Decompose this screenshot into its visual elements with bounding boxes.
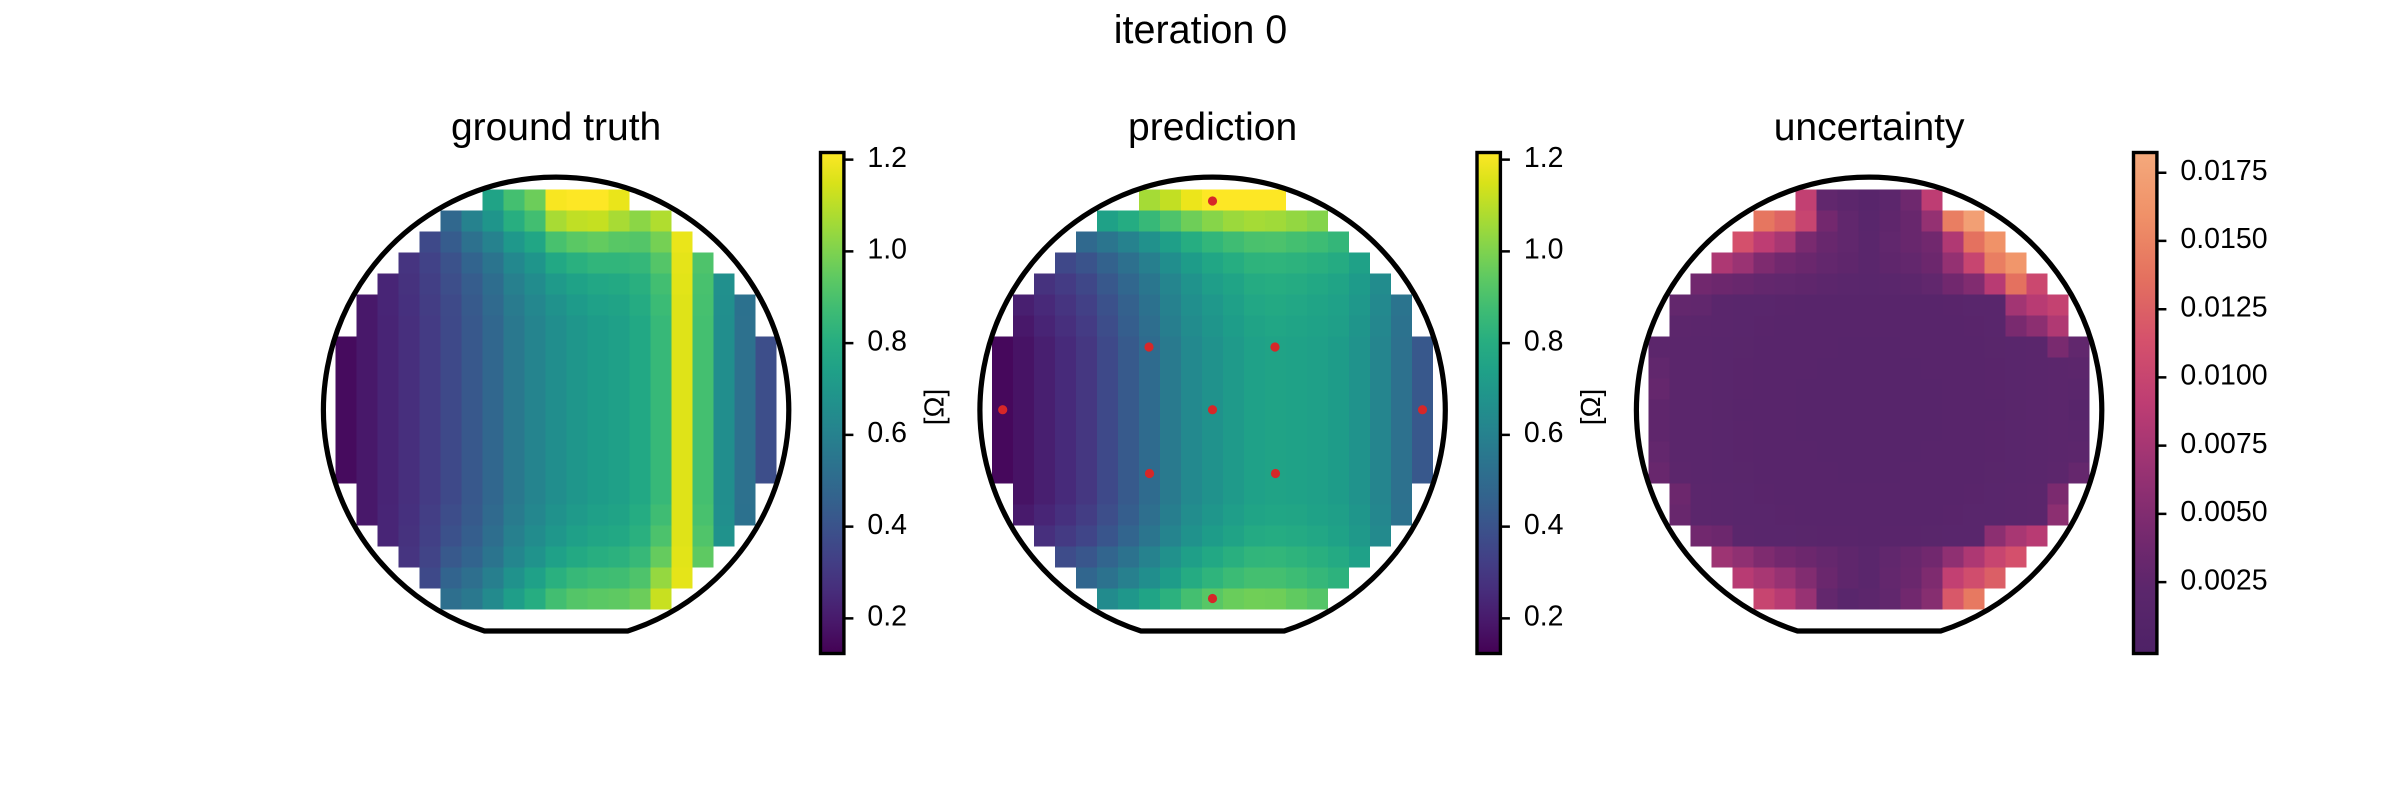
- svg-text:prediction: prediction: [1128, 106, 1297, 149]
- svg-text:1.2: 1.2: [1524, 142, 1564, 174]
- svg-text:uncertainty: uncertainty: [1774, 106, 1965, 149]
- svg-text:0.0025: 0.0025: [2180, 564, 2267, 596]
- svg-text:0.0050: 0.0050: [2180, 496, 2267, 528]
- svg-text:0.2: 0.2: [1524, 601, 1564, 633]
- svg-text:0.0175: 0.0175: [2180, 155, 2267, 187]
- svg-text:0.4: 0.4: [1524, 509, 1564, 541]
- svg-text:0.0100: 0.0100: [2180, 360, 2267, 392]
- svg-text:0.8: 0.8: [867, 325, 907, 357]
- svg-text:[Ω]: [Ω]: [1575, 389, 1606, 426]
- svg-text:1.0: 1.0: [1524, 234, 1564, 266]
- svg-text:0.0075: 0.0075: [2180, 428, 2267, 460]
- svg-text:iteration 0: iteration 0: [1114, 8, 1287, 52]
- svg-text:ground truth: ground truth: [451, 106, 661, 149]
- svg-text:[Ω]: [Ω]: [918, 389, 949, 426]
- svg-text:0.0125: 0.0125: [2180, 292, 2267, 324]
- svg-text:0.6: 0.6: [867, 417, 907, 449]
- svg-text:1.0: 1.0: [867, 234, 907, 266]
- svg-text:0.8: 0.8: [1524, 325, 1564, 357]
- svg-text:0.2: 0.2: [867, 601, 907, 633]
- svg-text:0.4: 0.4: [867, 509, 907, 541]
- svg-text:1.2: 1.2: [867, 142, 907, 174]
- svg-text:0.0150: 0.0150: [2180, 223, 2267, 255]
- svg-text:0.6: 0.6: [1524, 417, 1564, 449]
